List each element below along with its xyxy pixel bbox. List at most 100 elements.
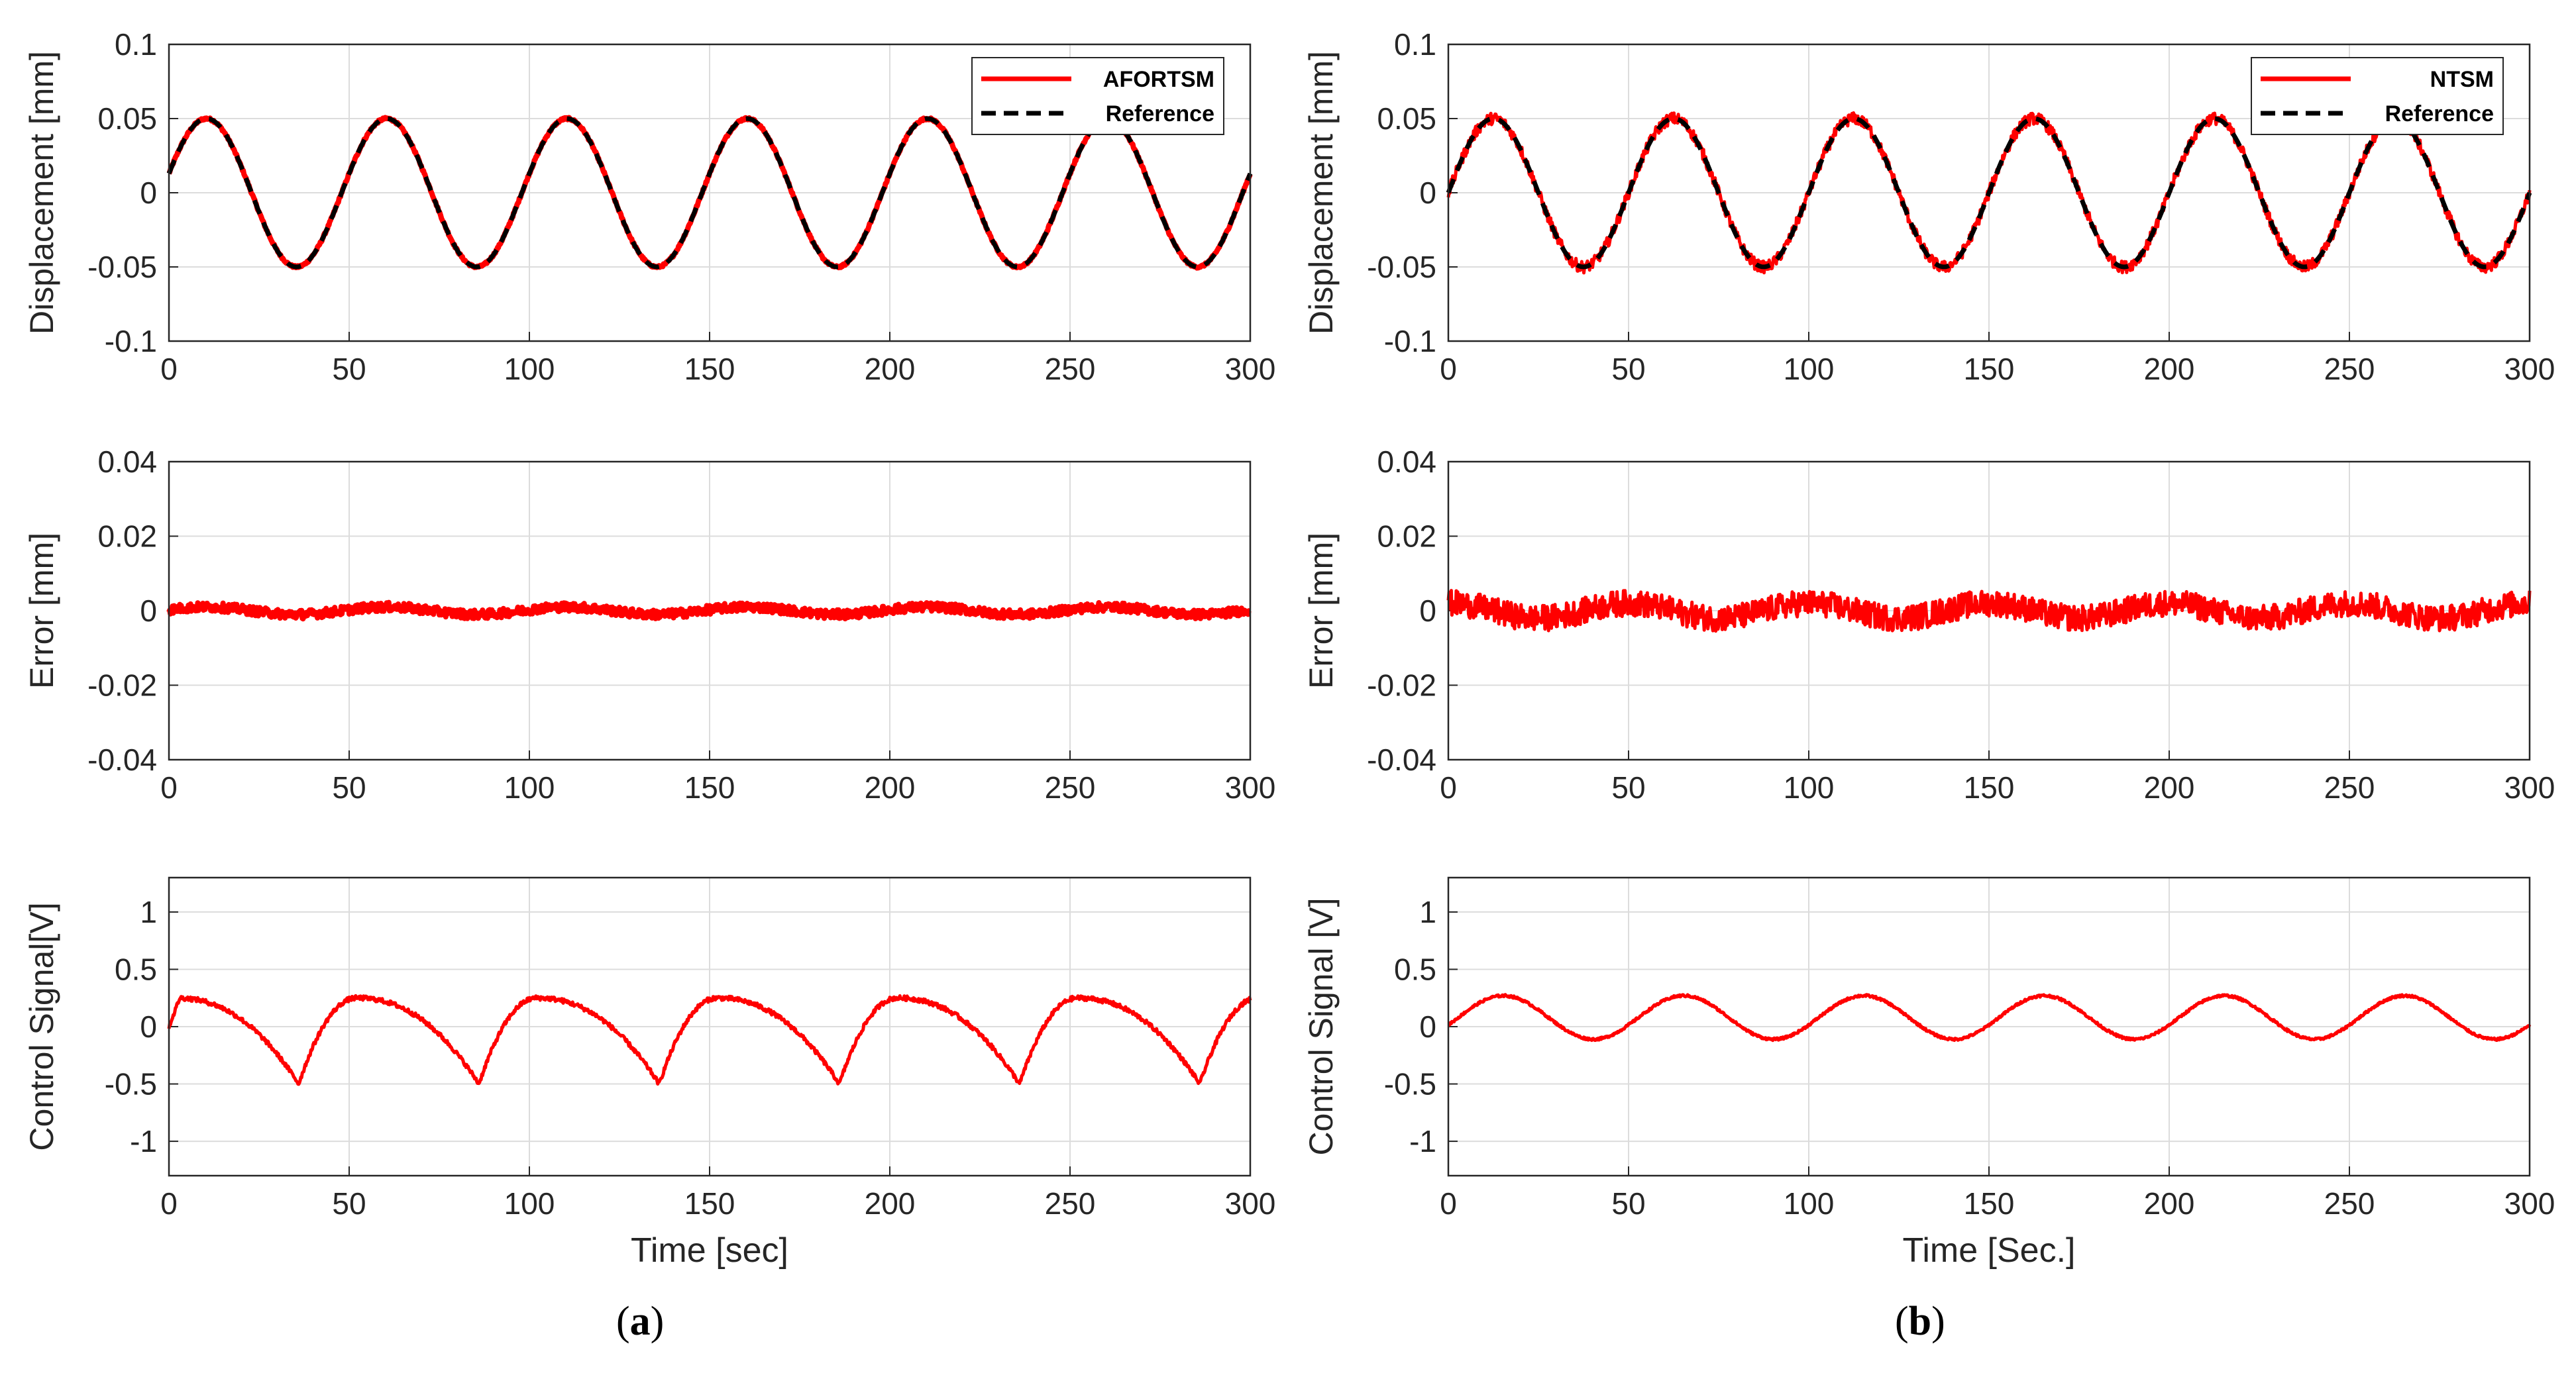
y-tick-label: 0 — [140, 176, 157, 210]
y-tick-label: 1 — [1419, 895, 1436, 929]
x-tick-label: 50 — [332, 352, 366, 386]
plot-frame — [1447, 460, 2531, 761]
x-tick-label: 250 — [1045, 352, 1096, 386]
x-tick-label: 0 — [1440, 1186, 1457, 1221]
x-tick-label: 200 — [865, 770, 916, 805]
legend-label: NTSM — [2430, 67, 2494, 92]
x-tick-label: 100 — [1784, 1186, 1835, 1221]
x-tick-label: 0 — [1440, 352, 1457, 386]
legend-box — [2251, 57, 2504, 135]
y-axis-label: Control Signal[V] — [23, 902, 60, 1151]
x-tick-label: 250 — [1045, 1186, 1096, 1221]
x-tick-label: 250 — [2324, 1186, 2375, 1221]
y-axis-label: Error [mm] — [1303, 533, 1340, 689]
x-tick-label: 150 — [684, 1186, 735, 1221]
x-tick-label: 150 — [684, 770, 735, 805]
chart-a-control: 0 50 100 150 200 250 300 -1 -0.5 0 0.5 1 Control Sig… — [23, 876, 1276, 1270]
series-line-control-signal — [167, 994, 1252, 1086]
panel-label-b: (b) — [1895, 1299, 1945, 1344]
series-line-control-signal — [1447, 993, 2532, 1043]
x-tick-label: 0 — [160, 770, 178, 805]
x-tick-label: 200 — [2144, 1186, 2195, 1221]
x-tick-label: 300 — [1225, 770, 1276, 805]
y-tick-label: -0.04 — [1367, 742, 1436, 777]
y-tick-label: 0.04 — [1377, 444, 1436, 479]
plot-frame — [168, 876, 1252, 1177]
x-tick-label: 150 — [1964, 770, 2015, 805]
x-tick-label: 200 — [2144, 352, 2195, 386]
x-tick-label: 50 — [1611, 352, 1645, 386]
plot-frame — [168, 460, 1252, 761]
x-tick-label: 200 — [865, 352, 916, 386]
x-tick-label: 100 — [504, 1186, 555, 1221]
y-tick-label: 0.1 — [115, 27, 157, 62]
y-tick-label: -0.1 — [1384, 324, 1436, 358]
legend-label: Reference — [2385, 101, 2494, 127]
series-line-reference — [1446, 116, 2532, 270]
x-tick-label: 100 — [1784, 770, 1835, 805]
x-tick-label: 250 — [2324, 770, 2375, 805]
y-tick-label: -0.5 — [1384, 1067, 1436, 1101]
legend: NTSM Reference — [2251, 57, 2504, 135]
x-tick-label: 100 — [504, 352, 555, 386]
x-tick-label: 300 — [2504, 770, 2555, 805]
y-tick-label: 0.5 — [115, 952, 157, 986]
legend: AFORTSM Reference — [971, 57, 1224, 135]
y-tick-label: -1 — [130, 1124, 157, 1158]
x-tick-label: 300 — [2504, 352, 2555, 386]
chart-a-displacement: 0 50 100 150 200 250 300 -0.1 -0.05 0 0.05 0.1 Displ… — [23, 27, 1275, 386]
y-tick-label: 0.5 — [1394, 952, 1436, 986]
y-tick-label: 0 — [1419, 176, 1436, 210]
series-line-error — [1446, 589, 2532, 633]
chart-b-error: 0 50 100 150 200 250 300 -0.04 -0.02 0 0.02 0.04 Err… — [1303, 444, 2555, 805]
y-tick-label: -0.05 — [1367, 250, 1436, 284]
chart-b-displacement: 0 50 100 150 200 250 300 -0.1 -0.05 0 0.05 0.1 Displ… — [1303, 27, 2555, 386]
y-tick-label: 0.04 — [97, 444, 157, 479]
x-tick-label: 0 — [1440, 770, 1457, 805]
y-axis-label: Displacement [mm] — [23, 51, 60, 334]
x-tick-label: 200 — [865, 1186, 916, 1221]
x-tick-label: 150 — [1964, 1186, 2015, 1221]
y-tick-label: 0 — [140, 593, 157, 628]
x-tick-label: 250 — [1045, 770, 1096, 805]
y-tick-label: 0 — [1419, 593, 1436, 628]
x-tick-label: 0 — [160, 352, 178, 386]
x-tick-label: 300 — [2504, 1186, 2555, 1221]
y-tick-label: -0.02 — [87, 668, 157, 703]
x-tick-label: 50 — [1611, 1186, 1645, 1221]
x-tick-label: 150 — [1964, 352, 2015, 386]
legend-label: AFORTSM — [1103, 67, 1214, 92]
y-tick-label: -0.05 — [87, 250, 157, 284]
plot-frame — [168, 43, 1252, 342]
y-axis-label: Displacement [mm] — [1303, 51, 1340, 334]
chart-b-control: 0 50 100 150 200 250 300 -1 -0.5 0 0.5 1 Control Sig… — [1303, 876, 2555, 1270]
y-tick-label: -0.02 — [1367, 668, 1436, 703]
y-tick-label: 0.02 — [97, 519, 157, 554]
y-tick-label: 0.05 — [97, 101, 157, 136]
x-tick-label: 150 — [684, 352, 735, 386]
y-tick-label: 0.02 — [1377, 519, 1436, 554]
x-tick-label: 300 — [1225, 352, 1276, 386]
x-tick-label: 50 — [332, 770, 366, 805]
x-tick-label: 100 — [1784, 352, 1835, 386]
y-tick-label: -0.1 — [105, 324, 157, 358]
plot-frame — [1447, 876, 2531, 1177]
y-tick-label: -0.04 — [87, 742, 157, 777]
y-axis-label: Error [mm] — [23, 533, 60, 689]
chart-a-error: 0 50 100 150 200 250 300 -0.04 -0.02 0 0.02 0.04 Err… — [23, 444, 1275, 805]
series-line-error — [166, 599, 1252, 622]
panel-label-a: (a) — [616, 1299, 665, 1344]
legend-box — [971, 57, 1224, 135]
x-tick-label: 200 — [2144, 770, 2195, 805]
x-tick-label: 300 — [1225, 1186, 1276, 1221]
y-tick-label: 1 — [140, 895, 157, 929]
x-tick-label: 0 — [160, 1186, 178, 1221]
y-axis-label: Control Signal [V] — [1303, 897, 1340, 1155]
x-tick-label: 50 — [332, 1186, 366, 1221]
legend-label: Reference — [1106, 101, 1214, 127]
y-tick-label: 0.05 — [1377, 101, 1436, 136]
x-axis-label: Time [Sec.] — [1902, 1231, 2075, 1270]
y-tick-label: 0.1 — [1394, 27, 1436, 62]
x-axis-label: Time [sec] — [631, 1231, 788, 1270]
